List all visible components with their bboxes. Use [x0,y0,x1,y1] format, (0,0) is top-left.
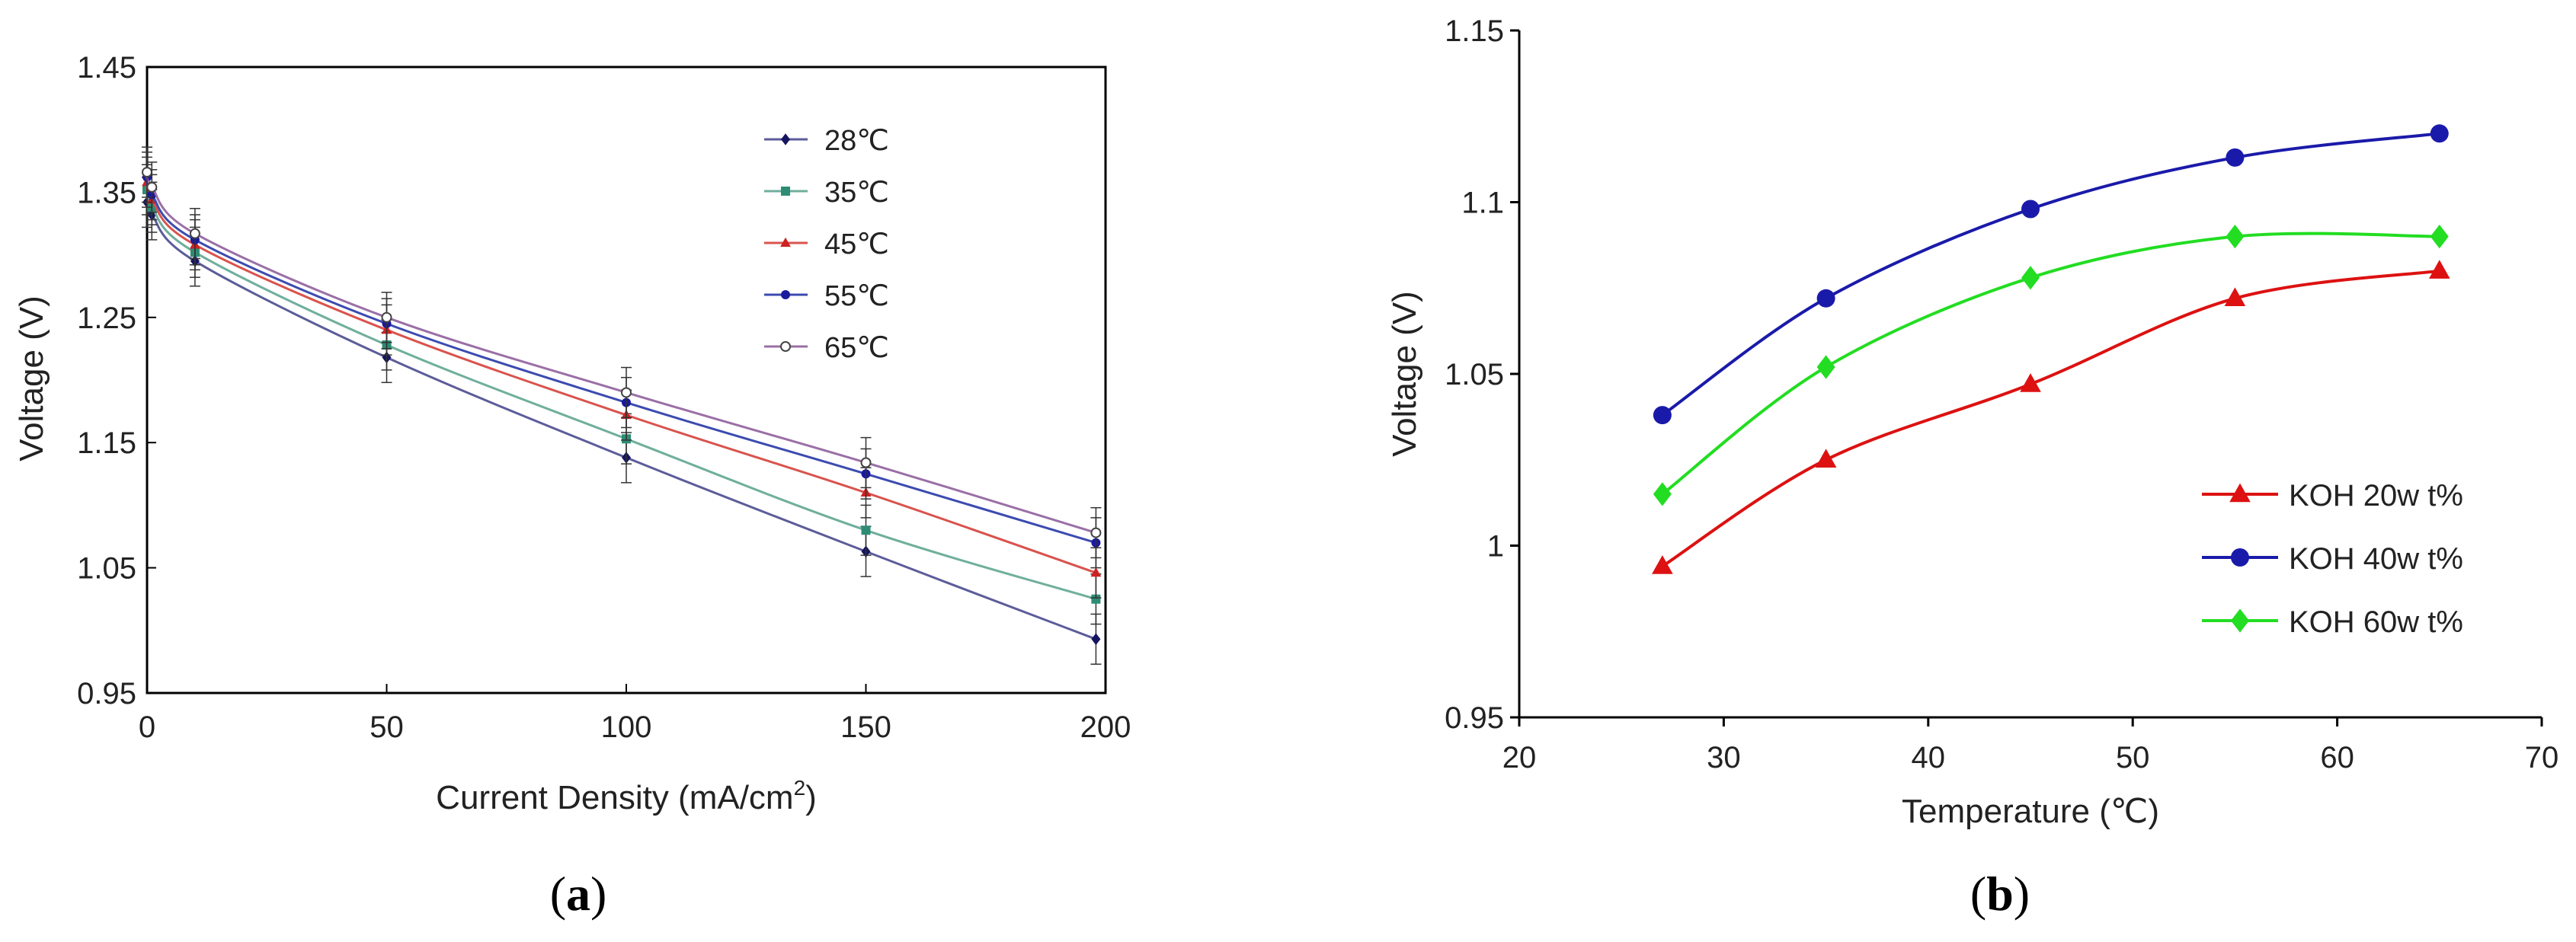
chart-b-panel-caption: (b) [1970,867,2030,921]
chart-b-panel-caption-open: ( [1970,867,1986,921]
chart-a-legend-label: 28℃ [824,125,889,157]
chart-b-data-point [1815,449,1837,468]
chart-a-data-point [1091,633,1101,646]
chart-a-legend-marker [781,187,790,196]
chart-a-data-point [621,387,632,398]
chart-a-x-axis-label-superscript: 2 [794,776,806,800]
chart-b: 0.95 1 1.05 1.1 1.15 20 30 40 50 60 70 KOH 20w t%… [1386,14,2558,921]
chart-b-data-point [1816,289,1835,308]
chart-a-data-point [146,181,158,193]
chart-b-data-point [1653,482,1672,506]
chart-a-data-point [861,525,871,535]
chart-b-legend-label: KOH 60w t% [2289,605,2463,639]
chart-a-series-group [142,146,1102,665]
chart-a-legend-marker [781,133,790,145]
chart-a-panel-caption-close: ) [590,867,606,921]
chart-b-y-tick-label: 1.05 [1445,358,1504,391]
chart-b-y-axis-label: Voltage (V) [1386,291,1423,457]
chart-b-x-tick-label: 50 [2116,741,2150,774]
chart-b-x-tick-label: 60 [2320,741,2354,774]
chart-b-panel-caption-close: ) [2014,867,2030,921]
chart-a-y-tick-label: 1.25 [77,302,136,335]
chart-a-legend-marker [780,237,791,247]
chart-a-series-line [146,181,1096,574]
chart-b-data-point [2021,200,2040,219]
chart-b-data-point [1816,355,1835,379]
chart-b-x-tick-label: 40 [1912,741,1946,774]
chart-b-series-group [1652,124,2450,574]
chart-b-data-point [2021,266,2040,290]
chart-b-data-point [1653,406,1672,425]
chart-a-data-point [1090,527,1102,538]
chart-b-y-tick-label: 1 [1487,530,1504,564]
chart-a-y-tick-label: 1.45 [77,51,136,85]
chart-b-series-line [1661,232,2440,496]
chart-b-y-tick-label: 0.95 [1445,701,1504,735]
chart-a-y-axis: 0.95 1.05 1.15 1.25 1.35 1.45 [77,51,156,710]
chart-b-data-point [2226,148,2245,167]
chart-a-data-point [381,311,392,323]
chart-b-y-axis: 0.95 1 1.05 1.1 1.15 [1445,14,1519,735]
chart-b-data-point [2020,373,2041,392]
chart-a-series-line [146,171,1096,535]
chart-a-legend-label: 35℃ [824,177,889,209]
chart-b-series-line [1661,132,2440,417]
chart-b-y-tick-label: 1.1 [1461,187,1504,220]
chart-a-x-axis-label-main: Current Density (mA/cm [436,779,793,816]
chart-a-y-tick-label: 0.95 [77,677,136,710]
chart-b-legend-marker [2229,483,2251,503]
chart-a-y-tick-label: 1.35 [77,176,136,209]
chart-a-panel-caption-letter: a [566,867,590,921]
chart-a-x-tick-label: 200 [1080,710,1131,744]
chart-a-legend-marker [780,341,791,352]
chart-b-data-point [2430,225,2449,249]
chart-b-data-point [2429,260,2450,279]
chart-a-legend: 28℃ 35℃ 45℃ 55℃ 65℃ [764,125,889,364]
chart-b-data-point [1652,555,1673,574]
chart-a-series-line [146,202,1096,640]
chart-a-x-tick-label: 150 [840,710,891,744]
chart-a-x-axis-label: Current Density (mA/cm2) [436,776,817,816]
chart-a-series-line [146,177,1096,544]
chart-a-legend-label: 45℃ [824,228,889,260]
chart-a-series-line [146,189,1096,601]
chart-b-x-tick-label: 30 [1707,741,1741,774]
chart-a-legend-marker [781,290,790,299]
chart-a-x-axis-label-tail: ) [805,779,817,816]
chart-a-panel-caption-open: ( [550,867,566,921]
chart-b-x-tick-label: 70 [2525,741,2559,774]
chart-a-legend-label: 65℃ [824,332,889,364]
chart-b-data-point [2430,124,2449,143]
chart-a-x-tick-label: 100 [601,710,652,744]
chart-b-legend: KOH 20w t% KOH 40w t% KOH 60w t% [2202,479,2463,639]
chart-a-x-axis: 0 50 100 150 200 [139,684,1131,744]
chart-a-data-point [1091,594,1101,604]
chart-b-x-tick-label: 20 [1502,741,1537,774]
chart-b-x-axis-label: Temperature (℃) [1902,793,2159,830]
chart-a-y-axis-label: Voltage (V) [13,295,50,461]
chart-a-legend-label: 55℃ [824,280,889,312]
chart-a: 0.95 1.05 1.15 1.25 1.35 1.45 0 50 100 150 200 28… [13,51,1131,921]
chart-b-legend-label: KOH 40w t% [2289,542,2463,576]
chart-b-series-line [1661,269,2440,568]
chart-b-data-point [2226,225,2245,249]
chart-a-data-point [1090,567,1102,577]
chart-b-panel-caption-letter: b [1986,867,2014,921]
chart-a-y-tick-label: 1.15 [77,426,136,460]
chart-b-legend-marker [2231,548,2249,567]
chart-b-legend-marker [2231,608,2249,633]
chart-a-data-point [860,457,872,468]
chart-b-x-axis: 20 30 40 50 60 70 [1502,717,2559,774]
chart-a-panel-caption: (a) [550,867,607,921]
chart-b-y-tick-label: 1.15 [1445,14,1504,48]
chart-b-legend-label: KOH 20w t% [2289,479,2463,513]
chart-a-x-tick-label: 0 [139,710,155,744]
chart-b-data-point [2224,287,2246,306]
chart-a-data-point [189,228,200,239]
chart-a-y-tick-label: 1.05 [77,552,136,586]
chart-a-data-point [142,167,152,178]
chart-a-x-tick-label: 50 [370,710,404,744]
